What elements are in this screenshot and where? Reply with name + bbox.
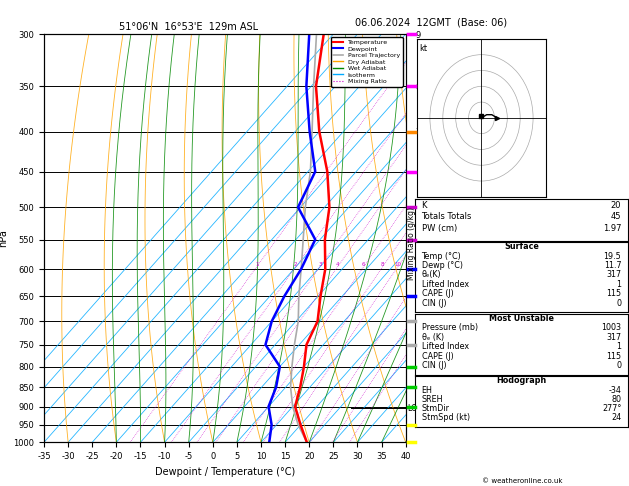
Text: θₑ(K): θₑ(K) xyxy=(421,270,441,279)
Text: 0: 0 xyxy=(616,298,621,308)
Text: 277°: 277° xyxy=(602,404,621,413)
Text: 19.5: 19.5 xyxy=(604,252,621,260)
Title: 51°06'N  16°53'E  129m ASL: 51°06'N 16°53'E 129m ASL xyxy=(119,22,259,32)
Text: 45: 45 xyxy=(611,212,621,222)
Text: 115: 115 xyxy=(606,351,621,361)
Text: LCL: LCL xyxy=(408,404,421,413)
Text: 6: 6 xyxy=(362,262,365,267)
Text: 10: 10 xyxy=(394,262,401,267)
Text: θₑ (K): θₑ (K) xyxy=(421,333,443,342)
Text: -34: -34 xyxy=(608,385,621,395)
Text: 4: 4 xyxy=(336,262,340,267)
Text: 20: 20 xyxy=(611,201,621,209)
Text: Mixing Ratio (g/kg): Mixing Ratio (g/kg) xyxy=(408,207,416,279)
Text: © weatheronline.co.uk: © weatheronline.co.uk xyxy=(482,478,562,484)
Text: SREH: SREH xyxy=(421,395,443,404)
Text: Dewp (°C): Dewp (°C) xyxy=(421,261,462,270)
Text: CIN (J): CIN (J) xyxy=(421,298,446,308)
Text: Totals Totals: Totals Totals xyxy=(421,212,472,222)
Y-axis label: hPa: hPa xyxy=(0,229,8,247)
Text: 24: 24 xyxy=(611,414,621,422)
Text: Surface: Surface xyxy=(504,242,539,251)
Text: EH: EH xyxy=(421,385,432,395)
Text: CAPE (J): CAPE (J) xyxy=(421,289,454,298)
Text: PW (cm): PW (cm) xyxy=(421,224,457,233)
Text: 80: 80 xyxy=(611,395,621,404)
Text: Hodograph: Hodograph xyxy=(496,376,547,385)
Text: 317: 317 xyxy=(606,333,621,342)
Text: 1: 1 xyxy=(616,280,621,289)
Legend: Temperature, Dewpoint, Parcel Trajectory, Dry Adiabat, Wet Adiabat, Isotherm, Mi: Temperature, Dewpoint, Parcel Trajectory… xyxy=(331,37,403,87)
Text: 3: 3 xyxy=(318,262,321,267)
Text: Pressure (mb): Pressure (mb) xyxy=(421,324,477,332)
Text: 1003: 1003 xyxy=(601,324,621,332)
Text: StmSpd (kt): StmSpd (kt) xyxy=(421,414,470,422)
Text: 8: 8 xyxy=(381,262,384,267)
Y-axis label: km
ASL: km ASL xyxy=(430,228,445,248)
Text: K: K xyxy=(421,201,427,209)
Text: Lifted Index: Lifted Index xyxy=(421,280,469,289)
Text: CIN (J): CIN (J) xyxy=(421,361,446,370)
Text: 0: 0 xyxy=(616,361,621,370)
Text: 1: 1 xyxy=(255,262,259,267)
Text: CAPE (J): CAPE (J) xyxy=(421,351,454,361)
Text: 317: 317 xyxy=(606,270,621,279)
Text: 06.06.2024  12GMT  (Base: 06): 06.06.2024 12GMT (Base: 06) xyxy=(355,17,507,27)
Text: kt: kt xyxy=(420,44,428,52)
Text: 1.97: 1.97 xyxy=(603,224,621,233)
Text: Most Unstable: Most Unstable xyxy=(489,314,554,323)
Text: 1: 1 xyxy=(616,342,621,351)
Text: 115: 115 xyxy=(606,289,621,298)
Text: Temp (°C): Temp (°C) xyxy=(421,252,461,260)
Text: StmDir: StmDir xyxy=(421,404,450,413)
Text: 2: 2 xyxy=(294,262,298,267)
X-axis label: Dewpoint / Temperature (°C): Dewpoint / Temperature (°C) xyxy=(155,467,295,477)
Text: Lifted Index: Lifted Index xyxy=(421,342,469,351)
Text: 11.7: 11.7 xyxy=(604,261,621,270)
